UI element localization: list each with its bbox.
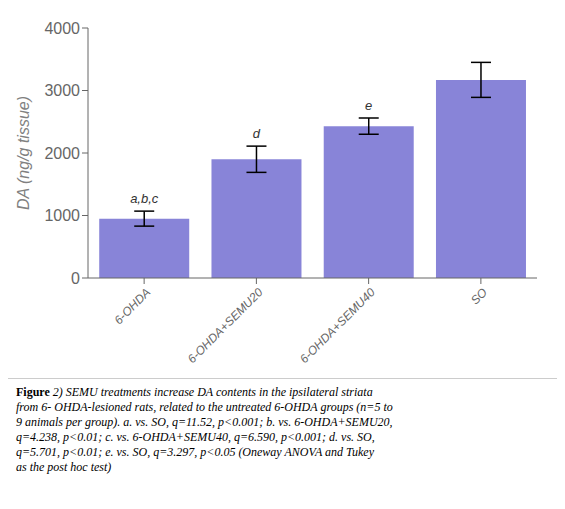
svg-text:6-OHDA+SEMU20: 6-OHDA+SEMU20 [185, 285, 266, 366]
svg-text:SO: SO [468, 285, 490, 307]
svg-text:6-OHDA: 6-OHDA [111, 285, 153, 327]
html-text:9 animals per group). a. vs. S: 9 animals per group). a. vs. SO, q=11.52… [16, 415, 393, 429]
html-text:from 6- OHDA-lesioned rats, re: from 6- OHDA-lesioned rats, related to t… [16, 400, 393, 414]
html-text:q=4.238, p<0.01; c. vs. 6-OHDA: q=4.238, p<0.01; c. vs. 6-OHDA+SEMU40, q… [16, 430, 375, 444]
svg-text:6-OHDA+SEMU40: 6-OHDA+SEMU40 [297, 285, 378, 366]
svg-text:4000: 4000 [44, 20, 80, 37]
html-text:q=5.701, p<0.01; e. vs. SO, q=: q=5.701, p<0.01; e. vs. SO, q=3.297, p<0… [16, 445, 374, 459]
html-text:Figure 2) SEMU treatments incr: Figure 2) SEMU treatments increase DA co… [16, 385, 373, 399]
svg-text:e: e [365, 98, 372, 113]
svg-text:1000: 1000 [44, 207, 80, 224]
html-text:as the post hoc test): as the post hoc test) [16, 460, 112, 474]
svg-text:0: 0 [71, 270, 80, 287]
svg-text:2000: 2000 [44, 145, 80, 162]
svg-text:d: d [253, 126, 261, 141]
svg-text:a,b,c: a,b,c [130, 191, 159, 206]
svg-text:3000: 3000 [44, 82, 80, 99]
svg-text:DA (ng/g tissue): DA (ng/g tissue) [15, 96, 32, 210]
